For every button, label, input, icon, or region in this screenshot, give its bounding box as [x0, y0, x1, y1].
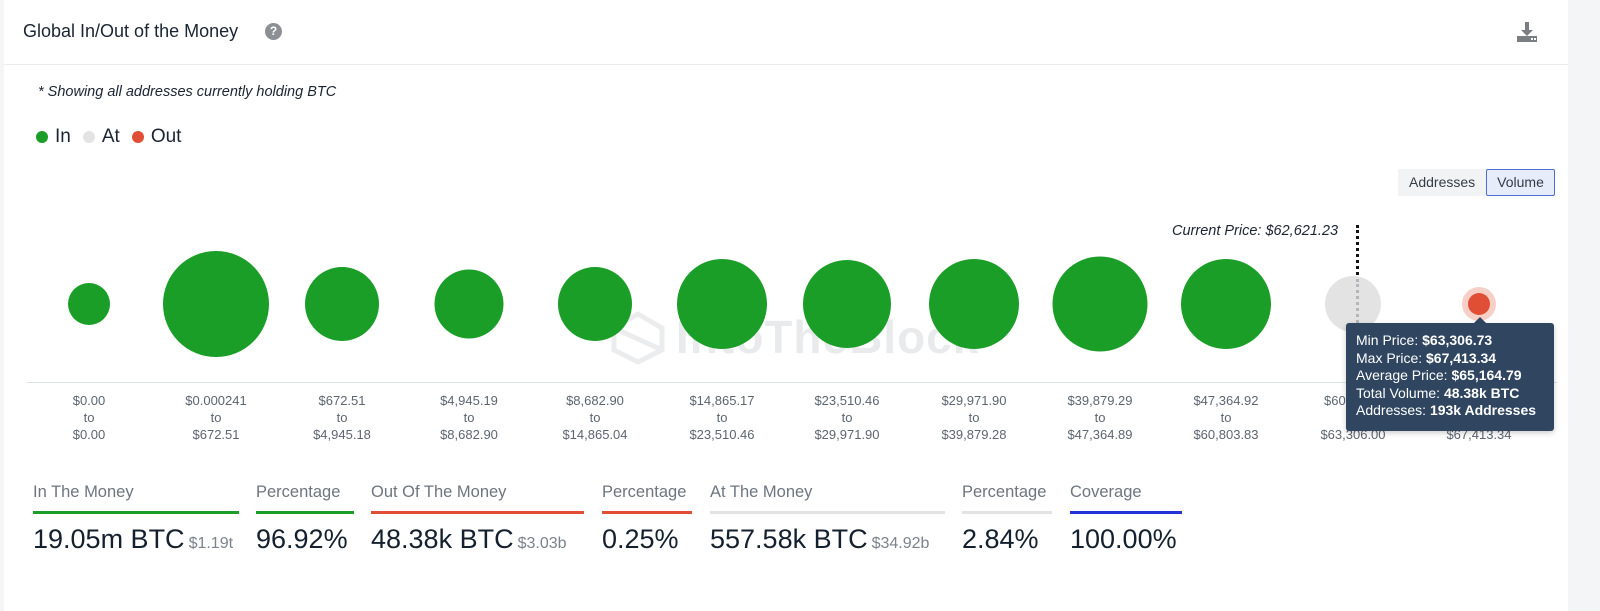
bin-label: $23,510.46 to $29,971.90	[814, 393, 880, 442]
chart-legend: In At Out	[36, 126, 193, 148]
stat-in-percentage: Percentage 96.92%	[256, 483, 354, 555]
bin-label: $672.51 to $4,945.18	[313, 393, 371, 442]
current-price-line-over-bubble	[1356, 279, 1359, 329]
stat-at-percentage: Percentage 2.84%	[962, 483, 1052, 555]
bubble-at[interactable]	[1325, 276, 1381, 332]
legend-item-at[interactable]: At	[82, 126, 120, 148]
bubble-in[interactable]	[929, 259, 1019, 349]
toggle-volume-button[interactable]: Volume	[1486, 169, 1555, 196]
legend-label: In	[55, 126, 71, 147]
chart-card: Global In/Out of the Money ? * Showing a…	[4, 0, 1568, 611]
legend-item-in[interactable]: In	[36, 126, 71, 148]
chart-title: Global In/Out of the Money	[23, 21, 239, 41]
legend-dot-in-icon	[36, 131, 48, 143]
bubble-in[interactable]	[1181, 259, 1271, 349]
tooltip-arrow	[1473, 317, 1487, 324]
page-edge	[1568, 0, 1600, 611]
legend-item-out[interactable]: Out	[131, 126, 182, 148]
question-circle-icon[interactable]: ?	[265, 23, 282, 40]
bin-label: $14,865.17 to $23,510.46	[689, 393, 755, 442]
bubble-in[interactable]	[1052, 256, 1148, 352]
bubble-in[interactable]	[305, 267, 379, 341]
current-price-label: Current Price: $62,621.23	[1172, 223, 1339, 239]
stat-at-the-money: At The Money 557.58k BTC $34.92b	[710, 483, 945, 555]
card-header: Global In/Out of the Money ?	[4, 0, 1568, 65]
bubble-in[interactable]	[558, 267, 632, 341]
bin-label: $0.00 to $0.00	[72, 393, 106, 442]
toggle-addresses-button[interactable]: Addresses	[1398, 169, 1487, 196]
bubble-in[interactable]	[434, 269, 504, 339]
legend-dot-at-icon	[82, 131, 95, 143]
bin-label: $47,364.92 to $60,803.83	[1193, 393, 1259, 442]
bubble-in[interactable]	[68, 283, 110, 325]
stat-out-percentage: Percentage 0.25%	[602, 483, 692, 555]
holding-note: * Showing all addresses currently holdin…	[38, 84, 337, 100]
bubble-tooltip: Min Price: $63,306.73 Max Price: $67,413…	[1346, 323, 1554, 431]
stat-out-of-the-money: Out Of The Money 48.38k BTC $3.03b	[371, 483, 584, 555]
download-icon[interactable]	[1516, 21, 1538, 43]
stat-in-the-money: In The Money 19.05m BTC $1.19t	[33, 483, 239, 555]
bin-label: $8,682.90 to $14,865.04	[562, 393, 628, 442]
bin-label: $29,971.90 to $39,879.28	[941, 393, 1007, 442]
bin-label: $0.000241 to $672.51	[185, 393, 247, 442]
bin-label: $4,945.19 to $8,682.90	[440, 393, 498, 442]
metric-toggle: Addresses Volume	[1398, 169, 1555, 196]
bubble-in[interactable]	[677, 259, 767, 349]
bin-label: $39,879.29 to $47,364.89	[1067, 393, 1133, 442]
stat-coverage: Coverage 100.00%	[1070, 483, 1182, 555]
legend-dot-out-icon	[131, 131, 144, 143]
legend-label: Out	[150, 126, 182, 147]
x-axis-line	[27, 382, 1557, 383]
bubble-in[interactable]	[163, 251, 269, 357]
bubble-in[interactable]	[803, 260, 891, 348]
bubble-out[interactable]	[1468, 293, 1490, 315]
legend-label: At	[101, 126, 120, 147]
